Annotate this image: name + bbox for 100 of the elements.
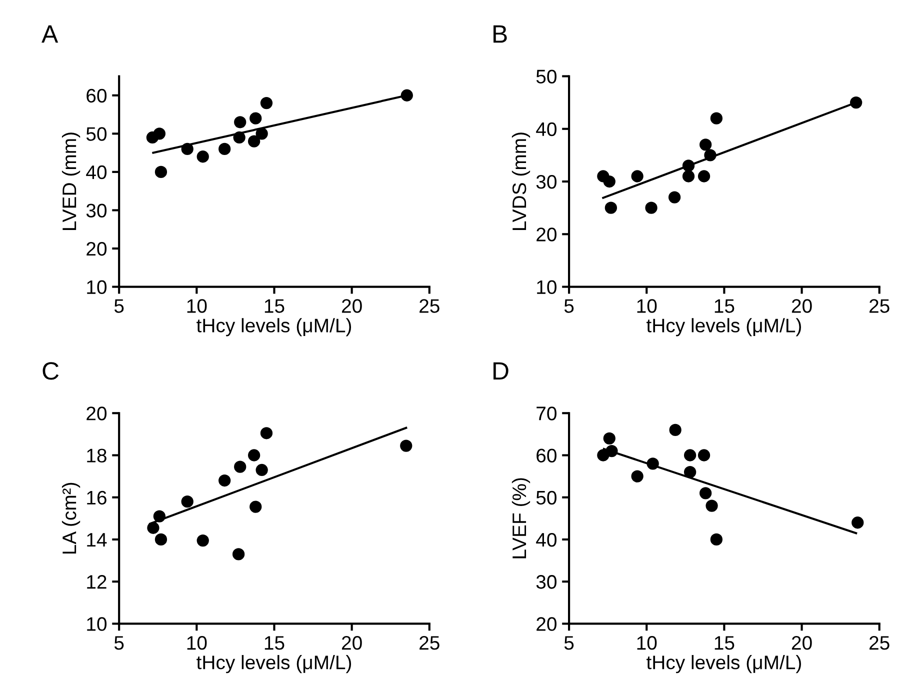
x-tick-label: 25 [420,299,440,313]
x-tick-label: 20 [792,636,812,650]
point [248,449,260,462]
point [603,175,616,188]
point [604,202,618,214]
point [852,516,864,529]
y-tick-label: 50 [536,70,556,84]
y-tick-label: 14 [87,533,107,547]
point [250,500,262,513]
x-tick-label: 20 [342,636,362,650]
point [646,458,659,470]
chart-title: A [42,25,58,43]
x-tick-label: 10 [637,636,657,650]
x-tick-label: 10 [637,299,657,313]
y-tick-label: 20 [86,406,107,420]
point [698,449,710,462]
chart-title: C [42,362,59,380]
point [668,191,681,204]
y-axis-title: LVDS (mm) [512,132,530,230]
x-tick-label: 5 [564,636,574,650]
point [400,440,412,452]
y-tick-label: 50 [86,127,107,141]
point [232,548,245,560]
y-tick-label: 30 [86,204,107,218]
x-tick-label: 5 [114,299,124,313]
point [597,449,610,462]
x-tick-label: 5 [564,299,574,313]
y-tick-label: 50 [536,490,556,505]
point [682,170,695,182]
point [196,150,209,163]
chart-title: B [494,25,507,43]
y-axis-title: LA (cm²) [62,482,80,554]
y-tick-label: 40 [536,532,556,547]
point [154,533,168,546]
point [631,470,644,482]
point [181,496,194,508]
y-tick-label: 10 [537,280,556,294]
y-tick-label: 10 [87,617,107,631]
x-tick-label: 15 [264,299,284,313]
point [196,534,209,547]
x-tick-label: 15 [264,636,284,650]
x-tick-label: 20 [342,299,362,313]
point [682,160,695,172]
y-tick-label: 30 [536,575,556,589]
y-tick-label: 30 [536,174,556,189]
y-tick-label: 20 [86,242,107,256]
point [400,89,413,102]
point [154,166,168,178]
point [684,449,696,462]
point [631,170,644,182]
point [700,487,712,500]
y-axis-title: LVED (mm) [62,132,80,230]
y-axis-title: LVEF (%) [512,478,530,558]
y-tick-label: 60 [86,88,107,103]
x-tick-label: 20 [792,299,812,313]
point [153,128,166,140]
point [250,112,262,124]
point [234,460,246,473]
y-tick-label: 18 [87,448,106,462]
x-tick-label: 5 [114,636,124,650]
point [606,444,618,458]
x-axis-title: tHcy levels (μM/L) [196,318,352,336]
point [233,131,246,144]
y-tick-label: 20 [536,617,556,631]
point [181,142,194,156]
point [704,149,716,162]
point [260,96,273,110]
point [684,466,696,478]
point [147,522,160,534]
x-tick-label: 25 [870,299,890,313]
y-tick-label: 10 [87,280,107,294]
point [603,432,616,444]
point [260,427,273,440]
y-tick-label: 16 [87,490,106,505]
x-tick-label: 15 [714,299,734,313]
x-tick-label: 15 [714,636,734,650]
x-tick-label: 10 [187,636,207,650]
x-axis-title: tHcy levels (μM/L) [196,655,352,674]
y-tick-label: 20 [536,228,556,242]
x-axis-title: tHcy levels (μM/L) [646,318,801,336]
point [645,202,658,214]
point [218,142,231,156]
point [248,135,260,148]
point [234,116,246,128]
y-tick-label: 40 [86,165,107,180]
x-axis-title: tHcy levels (μM/L) [646,655,801,674]
point [706,500,718,512]
point [256,128,268,140]
y-tick-label: 70 [536,406,556,420]
x-tick-label: 25 [420,636,440,650]
point [153,510,166,522]
x-tick-label: 10 [187,299,207,313]
y-tick-label: 60 [536,448,556,462]
point [218,474,231,487]
point [700,138,712,151]
x-tick-label: 25 [870,636,890,650]
point [710,112,723,124]
point [850,96,862,109]
point [698,170,710,182]
chart-title: D [494,362,508,380]
